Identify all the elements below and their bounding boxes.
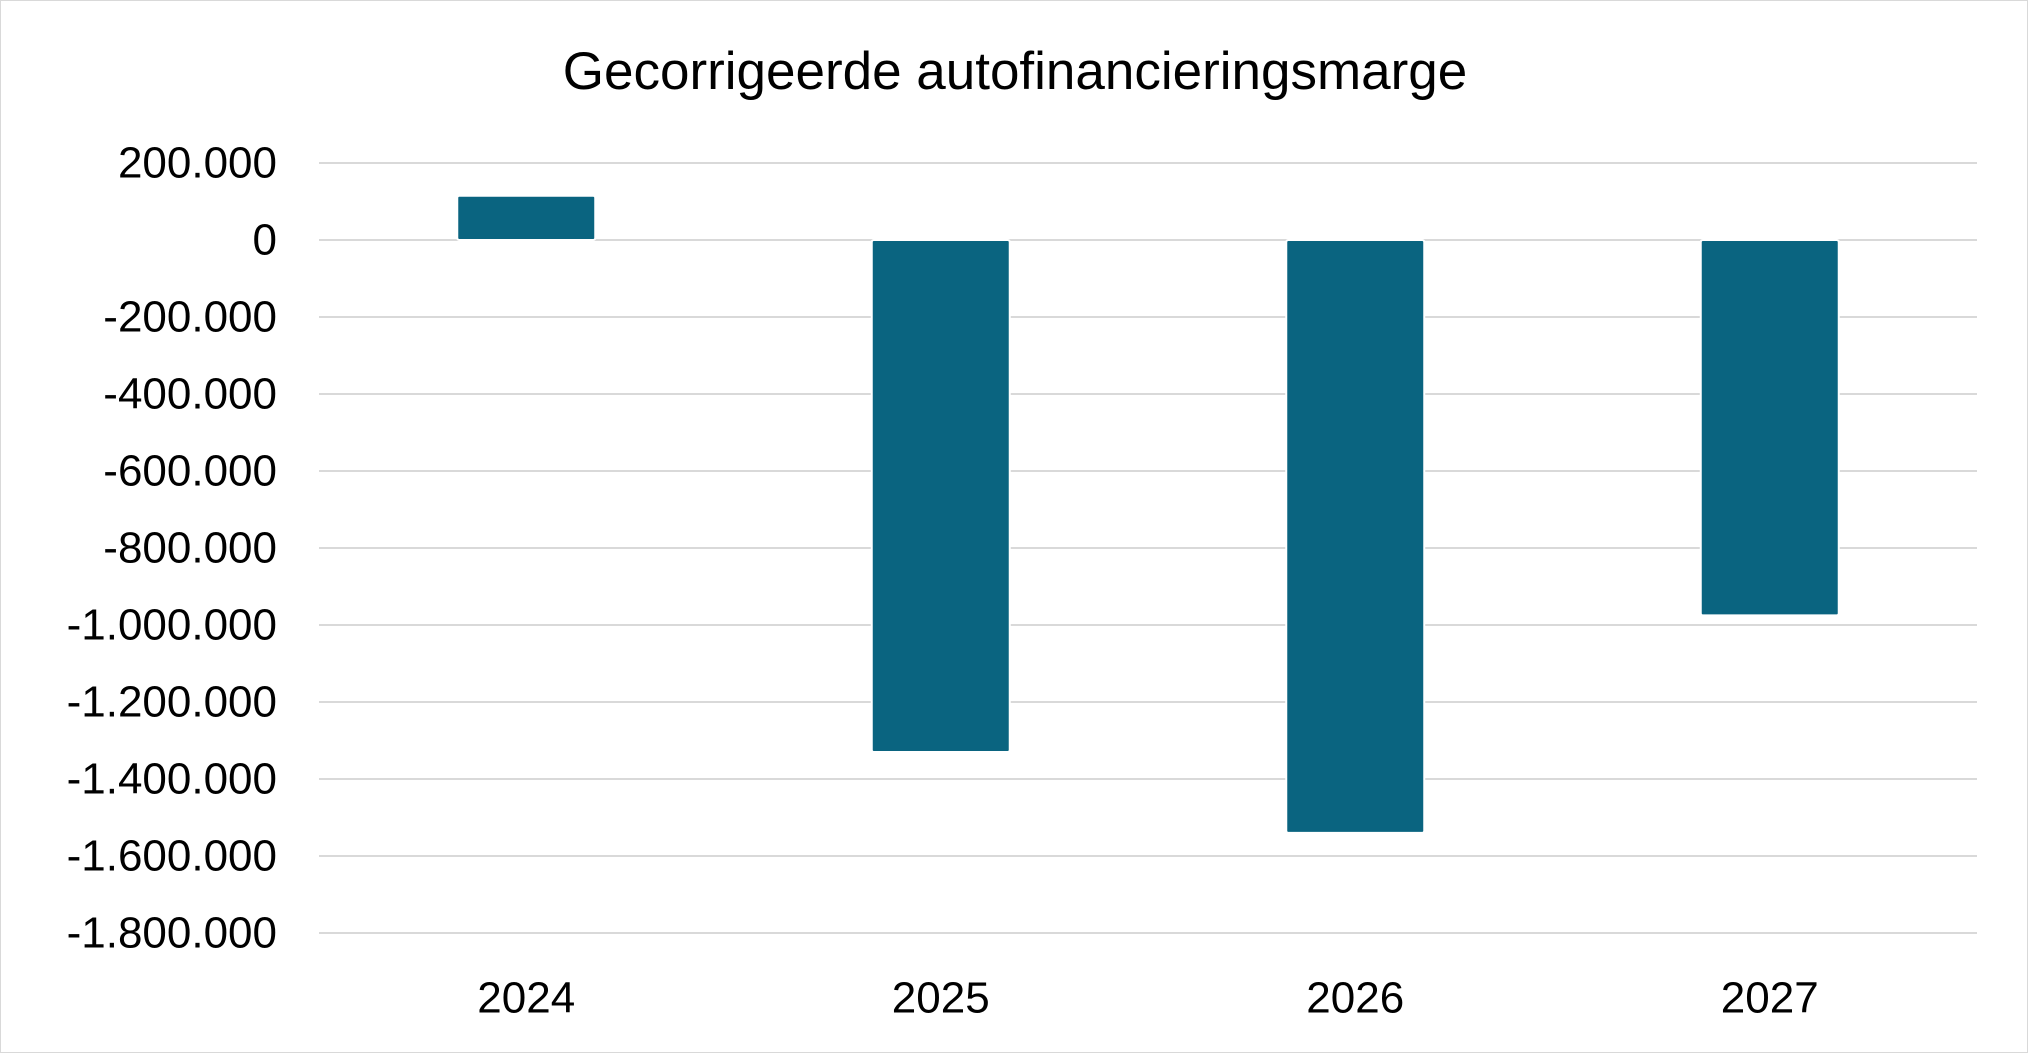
bar-2025 [870, 239, 1011, 754]
chart-title: Gecorrigeerde autofinancieringsmarge [562, 42, 1468, 101]
x-tick-label: 2027 [1721, 974, 1819, 1023]
x-tick-label: 2025 [892, 974, 990, 1023]
y-axis-labels: 200.000 0 -200.000 -400.000 -600.000 -800.000… [67, 139, 277, 958]
bar-2026 [1285, 239, 1426, 834]
bar-2027 [1699, 239, 1840, 617]
bars [456, 194, 1840, 834]
y-tick-label: -800.000 [103, 524, 277, 573]
y-tick-label: -600.000 [103, 447, 277, 496]
bar-2024 [456, 194, 597, 242]
y-tick-label: -1.600.000 [67, 832, 277, 881]
y-tick-label: -400.000 [103, 370, 277, 419]
x-axis-labels: 2024 2025 2026 2027 [477, 974, 1818, 1023]
y-tick-label: 200.000 [118, 139, 277, 188]
gridlines [319, 162, 1977, 934]
y-tick-label: -1.400.000 [67, 755, 277, 804]
y-tick-label: -1.800.000 [67, 909, 277, 958]
y-tick-label: -200.000 [103, 293, 277, 342]
x-tick-label: 2024 [477, 974, 575, 1023]
y-tick-label: -1.000.000 [67, 601, 277, 650]
y-tick-label: 0 [253, 216, 277, 265]
y-tick-label: -1.200.000 [67, 678, 277, 727]
x-tick-label: 2026 [1306, 974, 1404, 1023]
